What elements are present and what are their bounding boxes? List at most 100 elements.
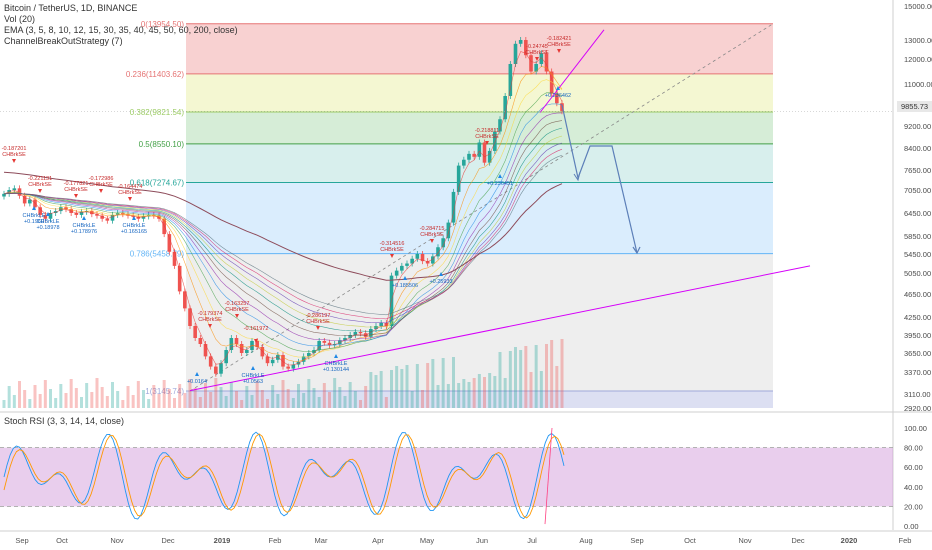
candle — [467, 153, 471, 160]
candle — [74, 213, 79, 215]
buy-signal-arrow — [334, 354, 338, 358]
candle — [348, 335, 352, 338]
volume-bar — [105, 396, 109, 408]
volume-bar — [312, 388, 316, 408]
sell-signal-arrow — [390, 254, 394, 258]
candle — [358, 332, 363, 334]
buy-signal-label: +0.1960 — [24, 219, 44, 225]
volume-bar — [415, 364, 419, 408]
volume-bar — [136, 381, 140, 408]
volume-bar — [524, 346, 528, 408]
volume-bar — [550, 340, 554, 408]
candle — [79, 211, 84, 215]
volume-bar — [23, 390, 27, 408]
sell-signal-label: CHBrkSE — [198, 317, 222, 323]
volume-bar — [498, 352, 502, 408]
price-axis-tick: 12000.00 — [904, 55, 932, 64]
sell-signal-label: CHBrkSE — [380, 247, 404, 253]
volume-bar — [188, 379, 192, 408]
volume-bar — [183, 393, 187, 408]
ema-line — [3, 66, 563, 362]
sell-signal-label: -0.24745 — [526, 44, 548, 50]
volume-bar — [291, 398, 295, 408]
volume-bar — [85, 383, 89, 408]
price-axis-tick: 4650.00 — [904, 290, 931, 299]
sell-signal-label: CHBrkSE — [64, 187, 88, 193]
volume-bar — [235, 391, 238, 408]
volume-bar — [43, 380, 47, 408]
ema-line — [3, 120, 563, 337]
time-axis-tick: Jun — [476, 536, 488, 545]
candle — [327, 342, 332, 346]
fib-band — [186, 23, 773, 74]
ema-line — [3, 127, 563, 332]
time-axis-tick: Oct — [684, 536, 697, 545]
volume-bar — [483, 377, 486, 408]
volume-bar — [54, 398, 58, 408]
volume-bar — [173, 398, 176, 408]
time-axis-tick: Feb — [899, 536, 912, 545]
volume-bar — [328, 392, 331, 408]
volume-bar — [359, 400, 362, 408]
candle — [90, 211, 94, 215]
price-axis-tick: 7050.00 — [904, 186, 931, 195]
volume-bar — [529, 372, 533, 408]
volume-bar — [260, 390, 264, 408]
projection-path — [561, 104, 638, 254]
price-axis-tick: 3110.00 — [904, 390, 931, 399]
volume-bar — [379, 371, 383, 408]
stoch-band — [0, 447, 893, 507]
volume-bar — [514, 347, 517, 408]
volume-bar — [266, 399, 269, 408]
volume-bar — [209, 392, 213, 408]
buy-signal-label: +0.236451 — [487, 181, 513, 187]
fib-level-label: 0.618(7274.67) — [130, 179, 185, 188]
time-axis-tick: Mar — [315, 536, 328, 545]
volume-bar — [395, 366, 399, 408]
candle — [95, 214, 99, 216]
volume-bar — [276, 394, 280, 408]
volume-bar — [374, 375, 378, 408]
candle — [141, 216, 146, 219]
volume-bar — [457, 383, 461, 408]
sell-signal-arrow — [12, 159, 16, 163]
buy-signal-arrow — [82, 216, 86, 220]
price-axis-tick: 3950.00 — [904, 331, 931, 340]
volume-bar — [198, 397, 202, 408]
candle — [121, 213, 125, 215]
fib-band — [186, 112, 773, 144]
candle — [291, 364, 296, 369]
candle — [343, 338, 347, 341]
buy-signal-label: +0.130144 — [323, 367, 349, 373]
stoch-axis-tick: 0.00 — [904, 522, 919, 531]
volume-bar — [400, 369, 404, 408]
price-axis-tick: 4250.00 — [904, 313, 931, 322]
volume-bar — [121, 400, 125, 408]
volume-bar — [80, 397, 83, 408]
candle — [420, 254, 425, 262]
candle — [265, 356, 270, 364]
stoch-axis-tick: 40.00 — [904, 483, 923, 492]
volume-bar — [477, 374, 481, 408]
volume-bar — [462, 379, 466, 408]
volume-bar — [2, 400, 6, 408]
volume-bar — [436, 385, 440, 408]
sell-signal-label: CHBrkSE — [2, 152, 26, 158]
volume-bar — [281, 380, 285, 408]
volume-bar — [90, 392, 94, 408]
buy-signal-label: +0.236462 — [545, 93, 571, 99]
sell-signal-arrow — [208, 324, 212, 328]
sell-signal-arrow — [38, 189, 42, 193]
sell-signal-label: CHBrkSE — [89, 182, 113, 188]
volume-bar — [74, 388, 78, 408]
candle — [260, 347, 265, 357]
candle — [394, 270, 399, 276]
volume-bar — [560, 339, 564, 408]
candle — [307, 353, 311, 357]
volume-bar — [33, 385, 37, 408]
candle — [64, 207, 68, 210]
volume-bar — [322, 383, 326, 408]
volume-bar — [338, 387, 342, 408]
price-axis-tick: 11000.00 — [904, 80, 932, 89]
